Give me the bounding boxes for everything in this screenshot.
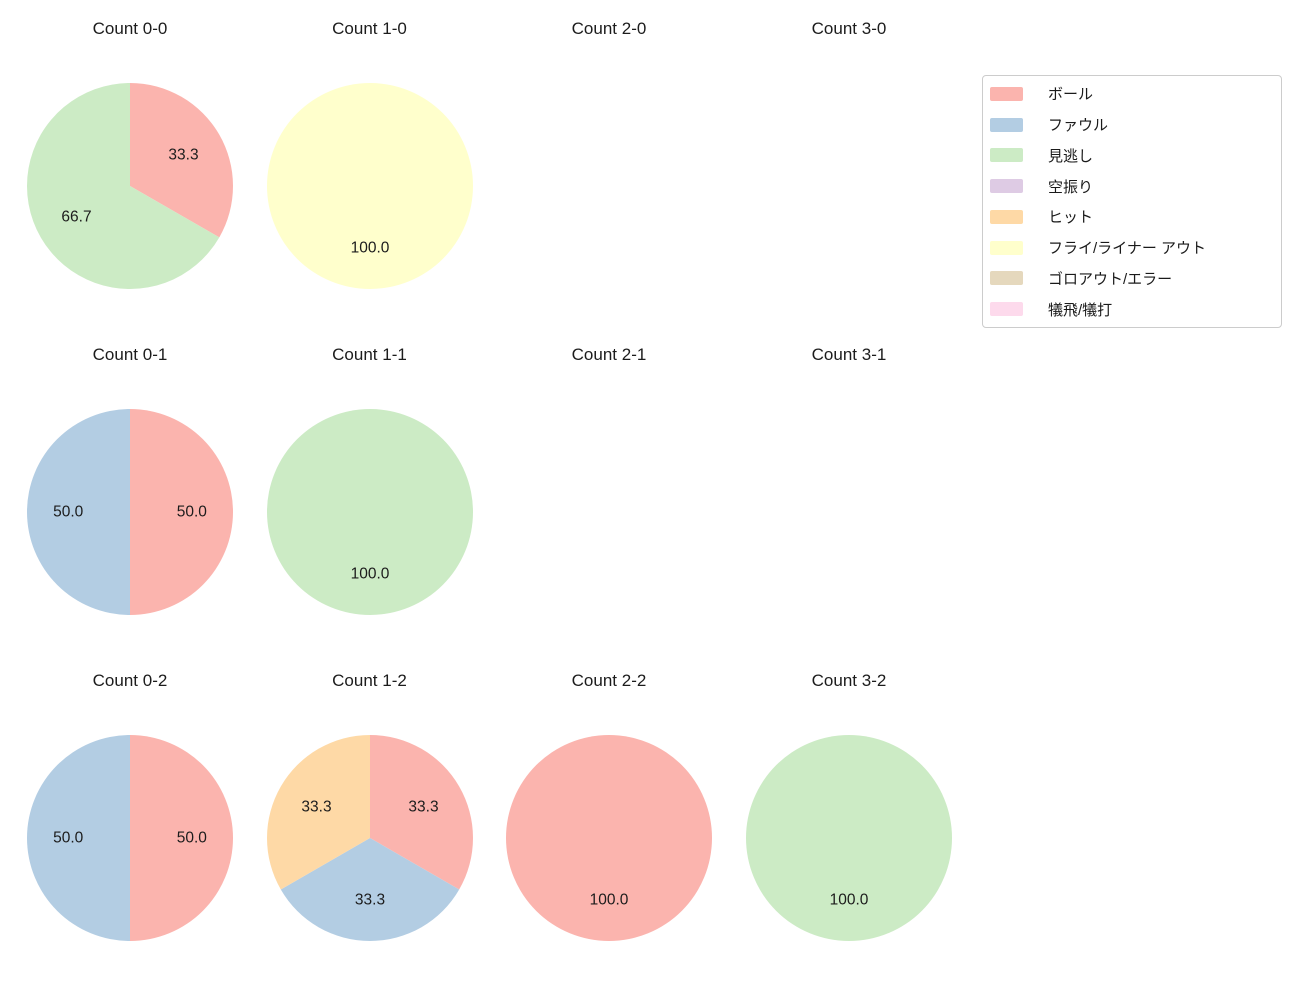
legend-label-foul: ファウル [1048, 117, 1109, 134]
chart-title-count-0-0: Count 0-0 [92, 19, 168, 38]
pie-slice-foul [280, 838, 459, 941]
pie-slice-value-label: 100.0 [830, 891, 869, 908]
pie-chart-count-3-2: 100.0 [746, 735, 952, 941]
pie-slice-hit [266, 735, 370, 890]
chart-title-count-0-2: Count 0-2 [92, 671, 168, 690]
pie-slice-ball [130, 735, 233, 941]
legend-item-ball: ボール [990, 78, 1281, 109]
chart-title-count-3-0: Count 3-0 [811, 19, 887, 38]
pie-slice-value-label: 33.3 [408, 799, 438, 816]
legend-label-hit: ヒット [1048, 209, 1094, 227]
legend-item-swinging-strike: 空振り [990, 171, 1281, 202]
pie-slice-value-label: 50.0 [53, 830, 84, 847]
legend-item-sac-fly-bunt: 犠飛/犠打 [990, 294, 1281, 325]
pie-slice-ball [506, 735, 712, 941]
legend-label-called-strike: 見逃し [1048, 147, 1094, 165]
legend-label-fly-liner-out: フライ/ライナー アウト [1048, 240, 1207, 258]
pie-slice-called-strike [746, 735, 952, 941]
pie-slice-foul [27, 408, 130, 615]
pie-slice-called-strike [266, 408, 473, 615]
pie-slice-value-label: 100.0 [590, 891, 629, 908]
pie-chart-count-1-1: 100.0 [266, 408, 473, 615]
chart-title-count-1-0: Count 1-0 [332, 19, 407, 38]
chart-title-count-0-1: Count 0-1 [92, 345, 168, 364]
pie-slice-value-label: 100.0 [350, 239, 389, 256]
chart-title-count-1-1: Count 1-1 [332, 345, 407, 364]
pie-slice-ball [369, 735, 473, 890]
legend: ボールファウル見逃し空振りヒットフライ/ライナー アウト ゴロアウト/エラー 犠飛/… [982, 75, 1282, 328]
legend-swatch-foul [990, 117, 1023, 132]
legend-item-called-strike: 見逃し [990, 140, 1281, 171]
legend-item-fly-liner-out: フライ/ライナー アウト [990, 232, 1281, 263]
pie-chart-count-1-2: 33.3 33.3 33.3 [266, 735, 473, 941]
pie-chart-count-1-0: 100.0 [266, 83, 473, 289]
pie-chart-count-0-2: 50.0 50.0 [27, 735, 233, 941]
legend-label-swinging-strike: 空振り [1048, 178, 1094, 196]
pie-slice-ball [130, 408, 233, 615]
chart-title-count-1-2: Count 1-2 [332, 671, 407, 690]
chart-title-count-3-1: Count 3-1 [811, 345, 887, 364]
legend-swatch-called-strike [990, 148, 1023, 163]
legend-label-sac-fly-bunt: 犠飛/犠打 [1048, 301, 1113, 319]
chart-title-count-2-0: Count 2-0 [571, 19, 647, 38]
pie-slice-called-strike [27, 83, 220, 289]
pie-slice-value-label: 100.0 [350, 565, 389, 582]
legend-item-ground-out-error: ゴロアウト/エラー [990, 263, 1281, 294]
pie-slice-value-label: 50.0 [177, 503, 208, 520]
pie-slice-value-label: 50.0 [53, 503, 84, 520]
legend-swatch-ground-out-error [990, 271, 1023, 286]
pie-chart-count-0-0: 33.3 66.7 [27, 83, 233, 289]
legend-swatch-sac-fly-bunt [990, 302, 1023, 317]
pie-chart-count-2-2: 100.0 [506, 735, 712, 941]
legend-label-ground-out-error: ゴロアウト/エラー [1048, 270, 1173, 288]
pie-slice-ball [130, 83, 233, 238]
pie-slice-value-label: 50.0 [177, 830, 208, 847]
pie-slice-value-label: 66.7 [61, 208, 91, 225]
pie-slice-value-label: 33.3 [354, 891, 384, 908]
legend-label-ball: ボール [1048, 86, 1094, 104]
legend-swatch-swinging-strike [990, 179, 1023, 194]
pie-slice-foul [27, 735, 130, 941]
pie-chart-count-0-1: 50.0 50.0 [27, 408, 233, 615]
pie-slice-fly-liner-out [266, 83, 473, 289]
legend-swatch-fly-liner-out [990, 240, 1023, 255]
pie-slice-value-label: 33.3 [301, 799, 331, 816]
chart-title-count-2-2: Count 2-2 [571, 671, 647, 690]
legend-item-hit: ヒット [990, 202, 1281, 233]
legend-swatch-ball [990, 86, 1023, 101]
legend-item-foul: ファウル [990, 109, 1281, 140]
chart-title-count-2-1: Count 2-1 [571, 345, 647, 364]
chart-title-count-3-2: Count 3-2 [811, 671, 887, 690]
pie-slice-value-label: 33.3 [168, 147, 198, 164]
legend-swatch-hit [990, 209, 1023, 224]
